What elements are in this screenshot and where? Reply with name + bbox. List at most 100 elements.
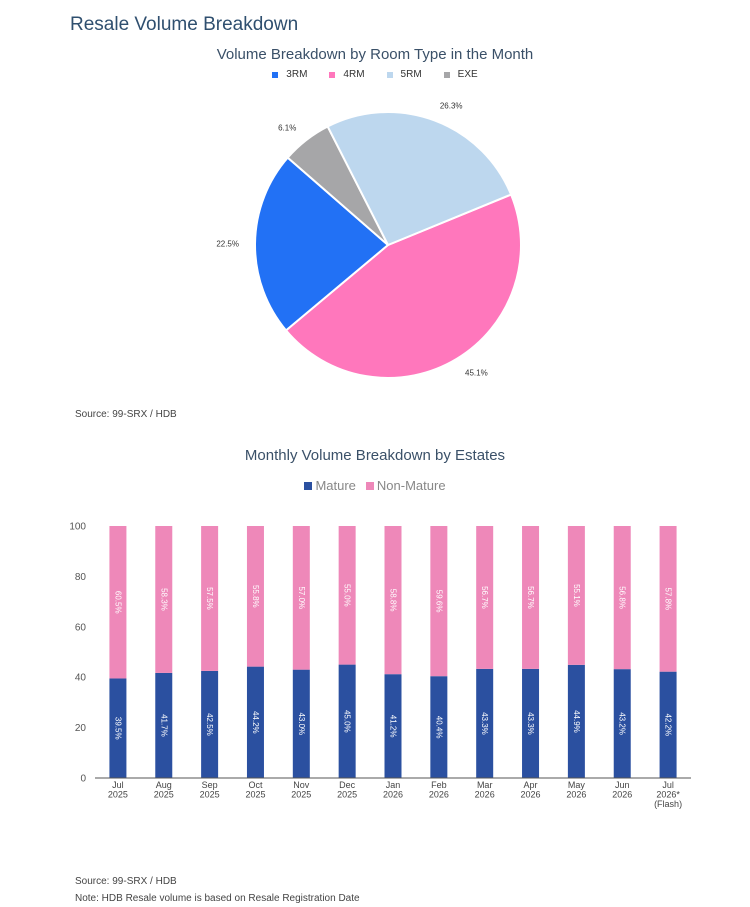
pie-chart: 45.1% 22.5% 6.1% 26.3%	[216, 101, 522, 379]
bar-non-mature-0[interactable]	[109, 526, 127, 679]
bar-non-mature-11[interactable]	[613, 526, 631, 670]
bar-non-mature-1[interactable]	[155, 526, 173, 673]
bar-mature-1[interactable]	[155, 672, 173, 778]
bar-label-mature-4: 43.0%	[297, 712, 306, 735]
pie-label-4rm: 45.1%	[465, 369, 488, 378]
x-tick-label: Aug	[156, 780, 172, 790]
bar-label-mature-9: 43.3%	[526, 712, 535, 735]
bar-legend-item-non-mature[interactable]: Non-Mature	[365, 478, 446, 493]
x-tick-label: 2026	[612, 790, 632, 800]
x-tick-label: Nov	[293, 780, 310, 790]
x-tick-label: 2026*	[656, 790, 680, 800]
x-tick-label: Mar	[477, 780, 493, 790]
x-tick-label: 2025	[154, 790, 174, 800]
bar-legend-item-mature[interactable]: Mature	[304, 478, 356, 493]
bar-label-non-mature-5: 55.0%	[343, 584, 352, 607]
bar-mature-12[interactable]	[659, 671, 677, 778]
x-tick-label: (Flash)	[654, 799, 682, 809]
bar-label-mature-10: 44.9%	[572, 710, 581, 733]
x-tick-label: 2026	[521, 790, 541, 800]
bar-label-mature-12: 42.2%	[664, 713, 673, 736]
pie-legend-item-exe[interactable]: EXE	[443, 69, 478, 80]
bar-label-mature-5: 45.0%	[343, 710, 352, 733]
x-tick-label: Jul	[662, 780, 674, 790]
x-tick-label: Dec	[339, 780, 356, 790]
bar-non-mature-4[interactable]	[292, 526, 310, 670]
x-tick-label: Apr	[524, 780, 538, 790]
bar-mature-8[interactable]	[476, 668, 494, 778]
legend-swatch-mature	[304, 481, 313, 490]
bar-non-mature-7[interactable]	[430, 526, 448, 677]
x-tick-label: 2026	[383, 790, 403, 800]
bar-label-non-mature-10: 55.1%	[572, 584, 581, 607]
bar-label-non-mature-8: 56.7%	[480, 586, 489, 609]
y-tick-label: 0	[80, 774, 86, 785]
bar-chart-title: Monthly Volume Breakdown by Estates	[244, 447, 506, 464]
pie-legend-item-5rm[interactable]: 5RM	[386, 69, 422, 80]
bar-label-mature-2: 42.5%	[205, 713, 214, 736]
legend-label-3rm: 3RM	[286, 69, 308, 80]
bar-mature-10[interactable]	[567, 664, 585, 778]
x-tick-label: 2026	[566, 790, 586, 800]
bar-mature-2[interactable]	[201, 670, 219, 778]
pie-source: Source: 99-SRX / HDB	[75, 409, 177, 420]
pie-slice-3rm[interactable]	[254, 156, 390, 332]
bar-non-mature-2[interactable]	[201, 526, 219, 671]
bar-label-mature-6: 41.2%	[389, 715, 398, 738]
bar-mature-9[interactable]	[522, 668, 540, 778]
bar-non-mature-3[interactable]	[246, 526, 264, 667]
legend-label-non-mature: Non-Mature	[376, 478, 446, 493]
bar-label-non-mature-12: 57.8%	[664, 587, 673, 610]
bar-mature-5[interactable]	[338, 664, 356, 778]
bar-non-mature-5[interactable]	[338, 526, 356, 665]
pie-chart-title: Volume Breakdown by Room Type in the Mon…	[216, 46, 534, 63]
bar-label-mature-0: 39.5%	[113, 717, 122, 740]
pie-slice-5rm[interactable]	[326, 111, 513, 247]
pie-slice-4rm[interactable]	[284, 193, 522, 379]
bar-non-mature-6[interactable]	[384, 526, 402, 675]
x-tick-label: Feb	[431, 780, 447, 790]
bar-label-non-mature-9: 56.7%	[526, 586, 535, 609]
bar-chart: 02040608010039.5%60.5%Jul202541.7%58.3%A…	[69, 522, 691, 809]
bar-mature-4[interactable]	[292, 669, 310, 778]
bar-label-non-mature-11: 56.8%	[618, 586, 627, 609]
bar-label-non-mature-3: 55.8%	[251, 585, 260, 608]
bar-non-mature-9[interactable]	[522, 526, 540, 669]
bar-non-mature-8[interactable]	[476, 526, 494, 669]
bar-label-non-mature-2: 57.5%	[205, 587, 214, 610]
legend-label-mature: Mature	[315, 478, 356, 493]
y-tick-label: 40	[75, 673, 87, 684]
bar-non-mature-12[interactable]	[659, 526, 677, 672]
bar-legend: Mature Non-Mature	[0, 478, 750, 493]
y-tick-label: 80	[75, 572, 87, 583]
bar-label-mature-8: 43.3%	[480, 712, 489, 735]
bar-source: Source: 99-SRX / HDB	[75, 876, 177, 887]
x-tick-label: 2025	[291, 790, 311, 800]
x-tick-label: 2025	[337, 790, 357, 800]
legend-label-4rm: 4RM	[343, 69, 365, 80]
bar-mature-0[interactable]	[109, 678, 127, 778]
legend-swatch-non-mature	[365, 481, 374, 490]
bar-label-mature-11: 43.2%	[618, 712, 627, 735]
pie-label-5rm: 26.3%	[440, 101, 463, 110]
x-tick-label: 2026	[475, 790, 495, 800]
pie-legend-item-3rm[interactable]: 3RM	[272, 69, 307, 80]
bar-mature-3[interactable]	[246, 666, 264, 778]
legend-label-5rm: 5RM	[400, 69, 422, 80]
bar-label-non-mature-6: 58.8%	[389, 589, 398, 612]
y-tick-label: 60	[75, 622, 87, 633]
bar-mature-7[interactable]	[430, 676, 448, 778]
pie-legend-item-4rm[interactable]: 4RM	[329, 69, 365, 80]
bar-mature-6[interactable]	[384, 674, 402, 778]
x-tick-label: Jun	[615, 780, 630, 790]
bar-mature-11[interactable]	[613, 669, 631, 778]
x-tick-label: Jan	[386, 780, 401, 790]
pie-label-exe: 6.1%	[278, 124, 296, 133]
bar-label-non-mature-0: 60.5%	[113, 591, 122, 614]
legend-swatch-4rm	[329, 71, 336, 78]
bar-label-non-mature-1: 58.3%	[159, 588, 168, 611]
x-tick-label: Sep	[202, 780, 218, 790]
bar-non-mature-10[interactable]	[567, 526, 585, 665]
x-tick-label: 2025	[108, 790, 128, 800]
legend-label-exe: EXE	[457, 69, 478, 80]
